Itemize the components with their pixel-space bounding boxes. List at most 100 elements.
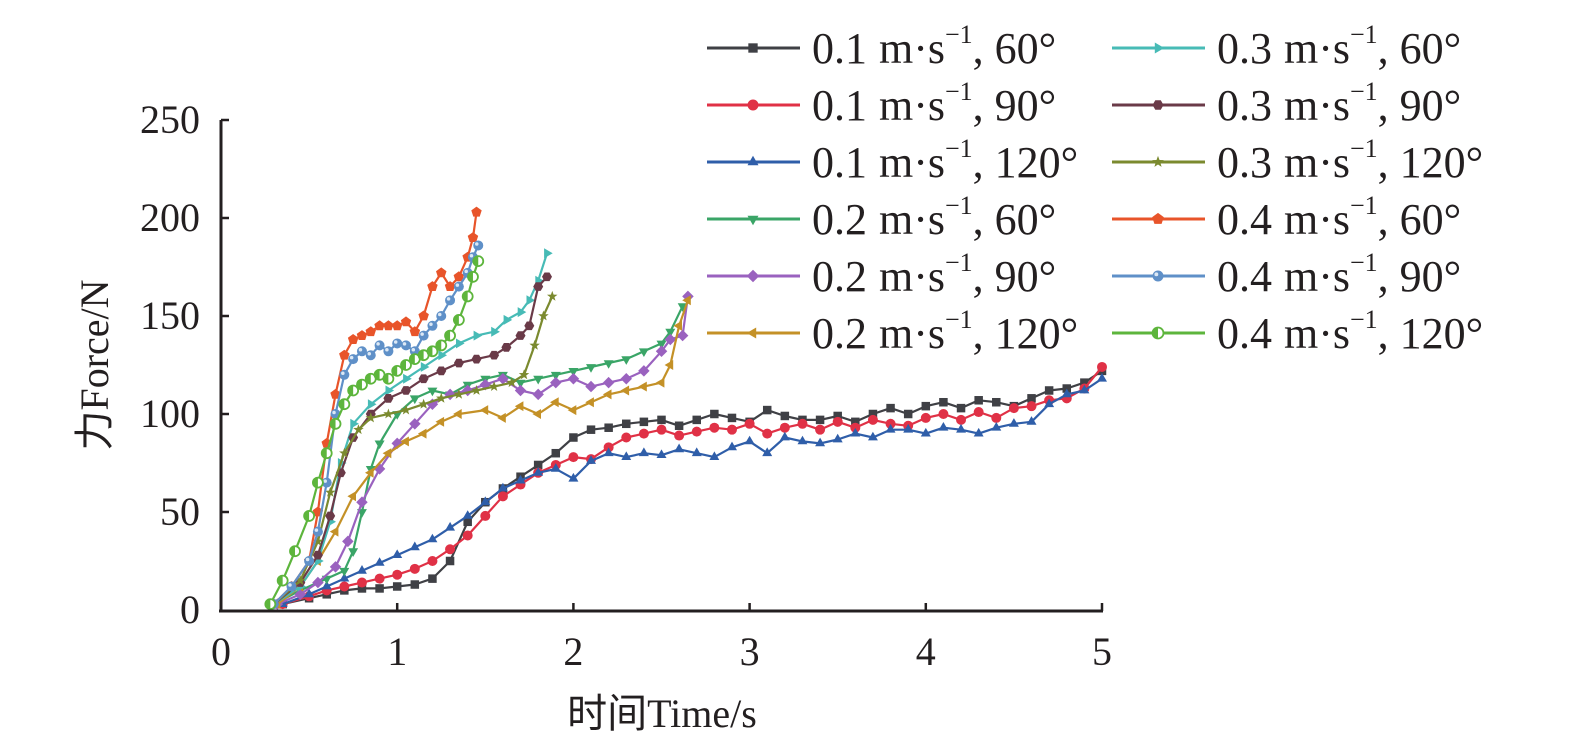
data-point — [586, 455, 596, 464]
legend-item: 0.1 m·s−1, 60° — [707, 20, 1056, 73]
data-point — [365, 467, 374, 478]
data-point — [603, 360, 614, 369]
data-point — [920, 412, 931, 423]
data-point — [438, 350, 447, 361]
data-point — [329, 526, 339, 537]
data-point — [515, 474, 526, 484]
legend-comma: , — [973, 24, 995, 73]
legend-comma: , — [1378, 252, 1400, 301]
legend-label: 0.4 m·s−1, 90° — [1217, 248, 1461, 301]
x-tick-label: 1 — [387, 629, 407, 674]
data-point — [339, 447, 350, 458]
data-point — [514, 384, 527, 397]
data-point — [350, 418, 359, 429]
legend-label: 0.3 m·s−1, 60° — [1217, 20, 1461, 73]
data-point — [532, 388, 544, 401]
legend-item: 0.1 m·s−1, 90° — [707, 77, 1056, 130]
legend-marker — [746, 327, 757, 339]
data-point — [401, 386, 411, 395]
data-point — [480, 510, 491, 521]
data-point — [1008, 418, 1019, 427]
data-point — [417, 428, 427, 439]
x-tick-label: 4 — [916, 629, 936, 674]
data-point — [622, 419, 631, 429]
data-point — [480, 496, 491, 506]
data-point — [400, 436, 409, 447]
data-point — [420, 362, 430, 372]
data-point — [1027, 394, 1036, 403]
legend-item: 0.2 m·s−1, 60° — [707, 191, 1056, 244]
legend-label: 0.1 m·s−1, 120° — [812, 134, 1078, 187]
data-point — [409, 563, 420, 574]
data-point — [991, 422, 1002, 431]
data-point — [436, 392, 447, 403]
data-point — [488, 381, 500, 391]
data-point — [726, 424, 737, 435]
y-tick-label: 0 — [180, 587, 200, 632]
data-point — [445, 521, 455, 531]
legend-marker — [747, 99, 759, 111]
legend-exponent: −1 — [945, 305, 973, 334]
data-point — [538, 310, 549, 321]
data-point — [400, 404, 412, 415]
legend-angle: 60° — [1400, 24, 1462, 73]
data-point — [621, 356, 632, 365]
data-point — [655, 345, 668, 357]
data-point — [400, 316, 412, 327]
data-point — [367, 399, 377, 410]
data-point — [409, 395, 420, 405]
data-point — [276, 574, 289, 587]
data-point — [542, 272, 552, 282]
data-point — [392, 320, 403, 331]
data-point — [664, 333, 677, 346]
data-point — [467, 232, 479, 242]
data-point — [383, 408, 394, 419]
data-point — [356, 330, 368, 340]
data-point — [339, 572, 350, 582]
data-point — [418, 330, 429, 341]
data-point — [1062, 384, 1072, 393]
data-point — [427, 556, 438, 566]
legend-speed: 0.4 — [1217, 195, 1272, 244]
y-tick-label: 250 — [140, 97, 200, 142]
data-point — [330, 388, 341, 399]
data-point — [973, 427, 984, 437]
data-point — [638, 447, 649, 457]
data-point — [325, 511, 336, 521]
data-point — [462, 510, 473, 519]
data-point — [506, 377, 517, 388]
legend-exponent: −1 — [1350, 305, 1378, 334]
data-point — [321, 477, 332, 488]
data-point — [489, 350, 500, 360]
data-point — [472, 255, 485, 268]
legend-marker — [1152, 270, 1164, 282]
data-point — [674, 421, 684, 431]
legend-exponent: −1 — [1350, 191, 1378, 220]
legend-item: 0.3 m·s−1, 120° — [1112, 134, 1483, 187]
data-point — [410, 580, 420, 589]
data-point — [479, 378, 492, 391]
data-point — [602, 389, 612, 400]
data-point — [533, 282, 544, 291]
data-point — [435, 339, 448, 352]
data-point — [445, 556, 455, 566]
data-point — [356, 378, 368, 391]
legend-comma: , — [1378, 195, 1400, 244]
data-point — [374, 557, 385, 566]
data-point — [374, 340, 385, 351]
legend-unit: m·s — [1284, 195, 1350, 244]
data-point — [1026, 401, 1037, 412]
data-point — [655, 377, 665, 388]
data-point — [295, 575, 306, 585]
y-tick-label: 200 — [140, 195, 200, 240]
legend-unit: m·s — [1284, 24, 1350, 73]
legend-label: 0.3 m·s−1, 120° — [1217, 134, 1483, 187]
data-point — [338, 398, 351, 411]
legend-item: 0.4 m·s−1, 90° — [1112, 248, 1461, 301]
legend-speed: 0.3 — [1217, 138, 1272, 187]
legend-item: 0.4 m·s−1, 120° — [1112, 305, 1483, 358]
legend-item: 0.3 m·s−1, 90° — [1112, 77, 1461, 130]
data-point — [383, 346, 394, 357]
data-point — [526, 295, 536, 306]
data-point — [992, 397, 1001, 407]
